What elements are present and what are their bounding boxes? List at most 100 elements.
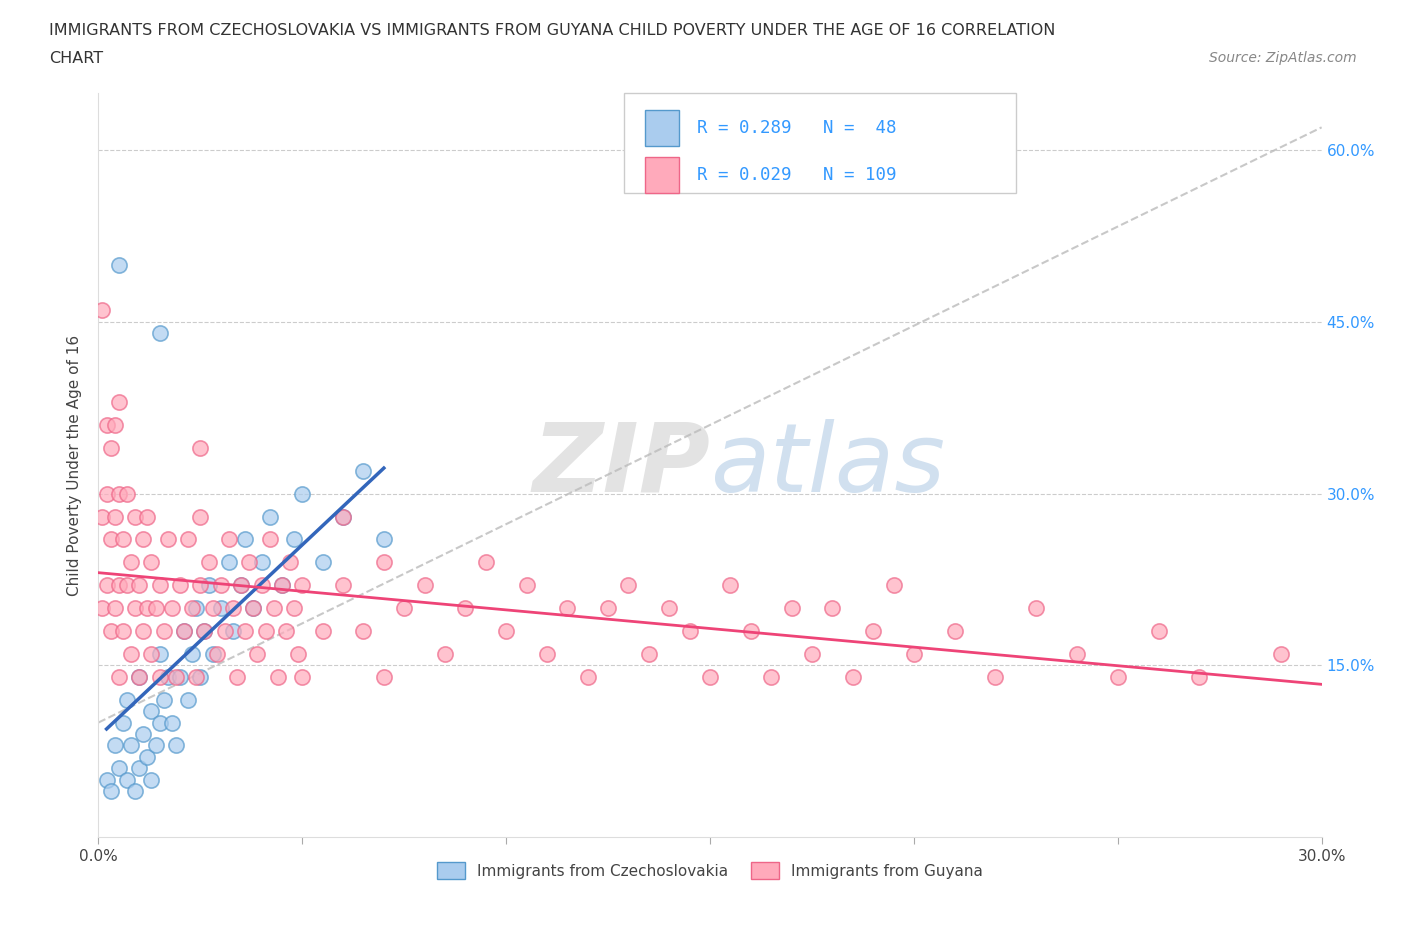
Point [250,555,273,570]
Point [1025,601,1047,616]
Point [124,601,146,616]
Point [291,670,314,684]
Point [637,646,661,661]
Point [1147,623,1170,638]
Point [165,670,187,684]
Point [283,601,305,616]
Point [91,509,114,524]
Point [96,486,118,501]
Text: ZIP: ZIP [531,418,710,512]
Point [209,601,232,616]
Point [352,623,374,638]
Point [173,623,195,638]
Point [250,578,273,592]
Point [128,670,150,684]
Point [141,704,163,719]
Point [259,532,281,547]
Point [111,532,134,547]
Point [312,555,335,570]
Point [111,715,134,730]
Point [233,532,256,547]
FancyBboxPatch shape [624,93,1015,193]
Point [373,555,395,570]
Point [100,441,122,456]
Point [413,578,436,592]
Point [242,601,264,616]
Point [254,623,277,638]
Point [201,601,224,616]
Point [761,670,783,684]
Point [141,646,163,661]
Point [740,623,762,638]
Point [555,601,579,616]
Point [115,772,138,787]
Point [149,326,172,340]
Point [104,601,127,616]
Legend: Immigrants from Czechoslovakia, Immigrants from Guyana: Immigrants from Czechoslovakia, Immigran… [432,857,988,885]
Point [188,509,212,524]
Point [658,601,681,616]
Point [132,623,155,638]
Point [209,578,232,592]
Point [188,670,212,684]
Point [181,601,204,616]
Point [373,670,395,684]
Point [801,646,824,661]
Point [149,578,172,592]
Point [136,601,159,616]
Text: IMMIGRANTS FROM CZECHOSLOVAKIA VS IMMIGRANTS FROM GUYANA CHILD POVERTY UNDER THE: IMMIGRANTS FROM CZECHOSLOVAKIA VS IMMIGR… [49,23,1056,38]
Point [883,578,905,592]
Point [214,623,236,638]
Point [332,578,354,592]
Point [132,726,155,741]
Point [152,623,174,638]
Point [108,670,131,684]
Point [392,601,416,616]
Bar [645,110,679,146]
Point [1107,670,1129,684]
Point [222,623,245,638]
Point [160,601,183,616]
Point [104,738,127,753]
Point [149,670,172,684]
Point [156,670,179,684]
Point [984,670,1007,684]
Point [699,670,721,684]
Point [124,509,146,524]
Point [120,555,142,570]
Point [231,578,253,592]
Point [188,441,212,456]
Point [169,670,191,684]
Point [108,761,131,776]
Point [352,463,374,478]
Point [173,623,195,638]
Text: R = 0.289   N =  48: R = 0.289 N = 48 [697,119,897,137]
Point [267,670,290,684]
Point [516,578,538,592]
Point [263,601,285,616]
Point [862,623,884,638]
Point [291,486,314,501]
Point [108,578,131,592]
Point [226,670,249,684]
Y-axis label: Child Poverty Under the Age of 16: Child Poverty Under the Age of 16 [67,335,83,595]
Point [108,258,131,272]
Point [181,646,204,661]
Point [141,772,163,787]
Point [536,646,558,661]
Point [1066,646,1088,661]
Point [332,509,354,524]
Point [145,738,167,753]
Point [145,601,167,616]
Point [136,509,159,524]
Point [111,623,134,638]
Point [100,623,122,638]
Point [165,738,187,753]
Point [332,509,354,524]
Point [270,578,294,592]
Point [841,670,863,684]
Point [115,578,138,592]
Point [132,532,155,547]
Point [205,646,228,661]
Point [104,509,127,524]
